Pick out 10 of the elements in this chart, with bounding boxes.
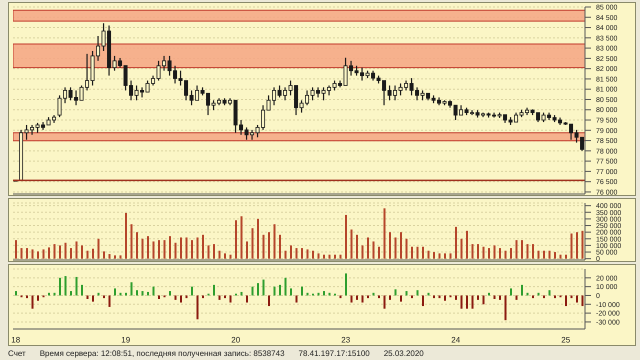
x-tick-label: 20 (231, 336, 241, 345)
x-tick-label: 25 (561, 336, 571, 345)
x-tick-label: 19 (121, 336, 131, 345)
x-tick-label: 18 (11, 336, 21, 345)
text: Счет (8, 349, 26, 358)
text: Время сервера: 12:08:51, последняя полученная запись: 8538743 (40, 349, 285, 358)
text: 25.03.2020 (384, 349, 424, 358)
x-tick-label: 23 (341, 336, 351, 345)
text: 78.41.197.17:15100 (298, 349, 370, 358)
x-tick-label: 24 (451, 336, 461, 345)
